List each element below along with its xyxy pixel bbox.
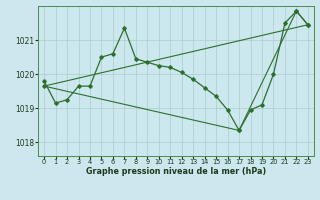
- X-axis label: Graphe pression niveau de la mer (hPa): Graphe pression niveau de la mer (hPa): [86, 167, 266, 176]
